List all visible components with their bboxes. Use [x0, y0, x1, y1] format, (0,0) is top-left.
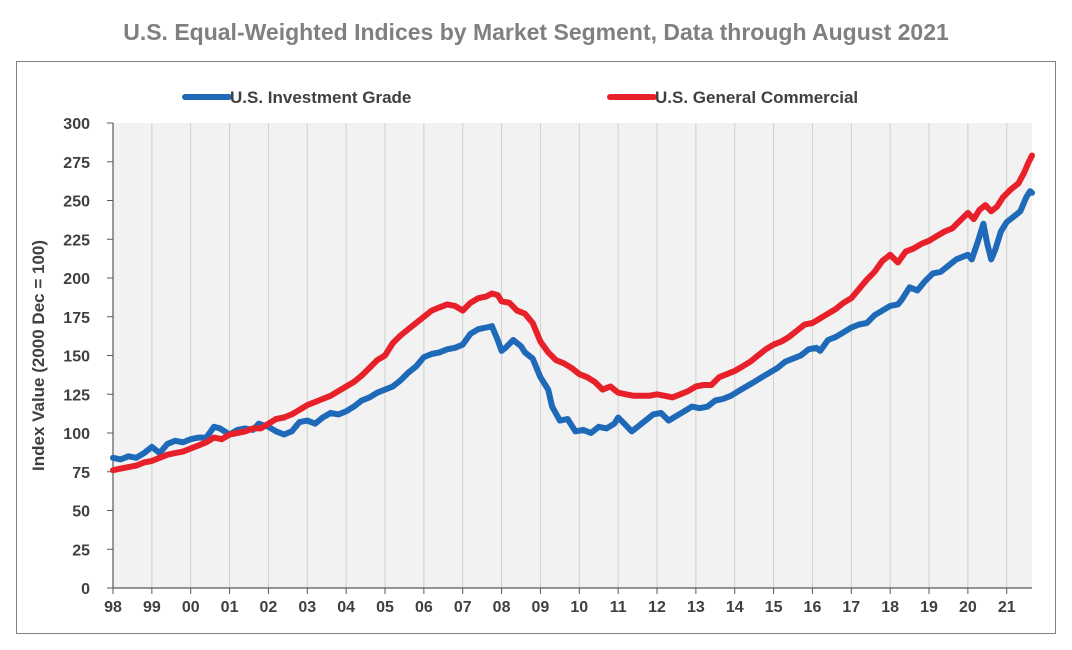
- x-tick-label: 06: [415, 599, 433, 616]
- x-tick-label: 14: [726, 599, 744, 616]
- y-tick-label: 75: [72, 465, 90, 482]
- y-tick-label: 0: [81, 581, 90, 598]
- x-tick-label: 21: [998, 599, 1016, 616]
- x-tick-label: 19: [920, 599, 938, 616]
- y-tick-label: 250: [63, 194, 90, 211]
- x-tick-label: 05: [376, 599, 394, 616]
- x-tick-labels: 98 99 00 01 02 03 04 05 06 07 08 09 10 11 12 13 14 15 16 17…: [104, 599, 1016, 616]
- y-axis-label: Index Value (2000 Dec = 100): [29, 240, 48, 471]
- y-tick-label: 25: [72, 542, 90, 559]
- x-tick-label: 18: [881, 599, 899, 616]
- x-tick-label: 98: [104, 599, 122, 616]
- y-tick-label: 50: [72, 504, 90, 521]
- x-tick-label: 03: [298, 599, 316, 616]
- x-tick-label: 17: [842, 599, 860, 616]
- x-tick-label: 12: [648, 599, 666, 616]
- series-lines: [110, 152, 1035, 474]
- y-tick-label: 150: [63, 349, 90, 366]
- legend-label: U.S. General Commercial: [655, 88, 858, 107]
- x-tick-label: 09: [532, 599, 550, 616]
- x-tick-label: 13: [687, 599, 705, 616]
- y-tick-label: 275: [63, 155, 90, 172]
- chart-title: U.S. Equal-Weighted Indices by Market Se…: [123, 19, 949, 45]
- x-tick-label: 02: [260, 599, 278, 616]
- x-tick-label: 04: [337, 599, 355, 616]
- x-tick-label: 07: [454, 599, 472, 616]
- x-tick-label: 99: [143, 599, 161, 616]
- chart-frame: [16, 61, 1056, 634]
- y-tick-label: 200: [63, 271, 90, 288]
- x-tick-label: 01: [221, 599, 239, 616]
- axes: [107, 122, 1032, 594]
- x-tick-label: 10: [570, 599, 588, 616]
- x-tick-label: 11: [610, 599, 627, 616]
- series-line-investment-grade: [110, 188, 1035, 463]
- x-tick-label: 08: [493, 599, 511, 616]
- y-tick-label: 300: [63, 116, 90, 133]
- legend-label: U.S. Investment Grade: [230, 88, 411, 107]
- x-tick-label: 15: [765, 599, 783, 616]
- y-tick-label: 225: [63, 232, 90, 249]
- gridlines: [151, 123, 1008, 588]
- x-tick-label: 20: [959, 599, 977, 616]
- series-line-general-commercial: [110, 152, 1035, 474]
- y-tick-label: 175: [63, 310, 90, 327]
- plot-area: [113, 123, 1032, 588]
- x-tick-label: 16: [804, 599, 822, 616]
- y-tick-labels: 0 25 50 75 100 125 150 175 200 225 250 275 300: [63, 116, 90, 598]
- y-tick-label: 100: [63, 426, 90, 443]
- x-tick-label: 00: [182, 599, 200, 616]
- legend: U.S. Investment Grade U.S. General Commer…: [182, 88, 858, 107]
- y-tick-label: 125: [63, 387, 90, 404]
